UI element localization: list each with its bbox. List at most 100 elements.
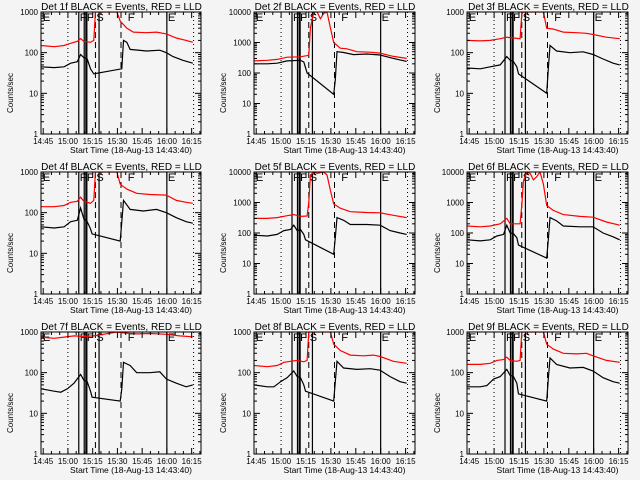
series-group (41, 172, 193, 242)
lld-series-line (467, 172, 620, 228)
marker-label: F (341, 332, 348, 344)
x-tick-label: 15:30 (534, 457, 555, 466)
x-tick-label: 15:15 (296, 457, 317, 466)
x-tick-label: 15:30 (107, 297, 128, 306)
y-tick-label: 10 (29, 89, 38, 98)
x-axis-label: Start Time (18-Aug-13 14:43:40) (497, 305, 619, 315)
lld-series-line (254, 12, 407, 62)
plot-frame (466, 11, 629, 135)
x-tick-label: 16:00 (157, 137, 178, 146)
panel-title: Det 7f BLACK = Events, RED = LLD (41, 322, 202, 333)
marker-label: F (554, 332, 561, 344)
plot-frame (253, 331, 416, 455)
marker-label: E (256, 332, 263, 344)
y-tick-label: 1000 (20, 168, 38, 177)
x-tick-label: 16:15 (182, 457, 203, 466)
x-tick-label: 15:30 (534, 297, 555, 306)
marker-label: E (256, 12, 263, 24)
marker-label: F (554, 172, 561, 184)
x-tick-label: 16:00 (371, 137, 392, 146)
x-tick-label: 15:30 (534, 137, 555, 146)
x-axis-label: Start Time (18-Aug-13 14:43:40) (70, 305, 192, 315)
x-tick-label: 16:15 (182, 137, 203, 146)
y-axis-label: Counts/sec (219, 73, 228, 113)
series-group (467, 12, 620, 95)
marker-label: E (469, 172, 476, 184)
marker-label: F (300, 332, 307, 344)
y-tick-label: 1000 (446, 8, 464, 17)
y-tick-label: 10 (455, 260, 464, 269)
y-axis-label: Counts/sec (219, 393, 228, 433)
x-axis-label: Start Time (18-Aug-13 14:43:40) (497, 145, 619, 155)
y-tick-label: 1 (34, 450, 39, 459)
marker-label: S (310, 172, 317, 184)
panel-title: Det 8f BLACK = Events, RED = LLD (255, 322, 416, 333)
x-tick-label: 15:00 (484, 137, 505, 146)
x-tick-label: 15:45 (132, 297, 153, 306)
panel-title: Det 5f BLACK = Events, RED = LLD (255, 162, 416, 173)
marker-label: E (469, 12, 476, 24)
marker-label: F (341, 172, 348, 184)
marker-label: E (382, 172, 389, 184)
x-tick-label: 15:00 (58, 137, 79, 146)
events-series-line (467, 216, 620, 260)
x-tick-label: 15:15 (83, 457, 104, 466)
series-group (467, 172, 620, 260)
x-tick-label: 15:00 (58, 457, 79, 466)
y-tick-label: 10 (242, 409, 251, 418)
y-axis-label: Counts/sec (6, 233, 15, 273)
x-axis-label: Start Time (18-Aug-13 14:43:40) (497, 465, 619, 475)
x-tick-label: 15:45 (346, 137, 367, 146)
marker-label: F (293, 172, 300, 184)
marker-label: S (523, 12, 530, 24)
y-tick-label: 10 (242, 260, 251, 269)
x-tick-label: 15:30 (321, 457, 342, 466)
x-tick-label: 16:00 (157, 297, 178, 306)
y-axis-label: Counts/sec (433, 393, 442, 433)
plot-frame (466, 331, 629, 455)
marker-label: E (595, 332, 602, 344)
marker-label: F (80, 332, 87, 344)
marker-label: S (523, 332, 530, 344)
marker-label: E (382, 12, 389, 24)
x-tick-label: 15:00 (58, 297, 79, 306)
x-tick-label: 15:45 (132, 457, 153, 466)
marker-label: F (87, 332, 94, 344)
marker-label: F (80, 172, 87, 184)
events-series-line (254, 216, 407, 256)
y-tick-label: 100 (451, 369, 465, 378)
x-tick-label: 15:00 (484, 457, 505, 466)
x-tick-label: 16:00 (157, 457, 178, 466)
marker-label: E (168, 12, 175, 24)
x-tick-label: 14:45 (246, 297, 267, 306)
x-tick-label: 16:15 (396, 137, 417, 146)
marker-label: F (80, 12, 87, 24)
x-axis-label: Start Time (18-Aug-13 14:43:40) (70, 465, 192, 475)
panel-title: Det 3f BLACK = Events, RED = LLD (468, 2, 629, 13)
x-tick-label: 15:15 (509, 297, 530, 306)
y-tick-label: 1 (247, 450, 252, 459)
marker-label: F (513, 12, 520, 24)
y-tick-label: 100 (25, 209, 39, 218)
lld-series-line (41, 172, 193, 208)
marker-label: E (256, 172, 263, 184)
events-series-line (41, 198, 193, 242)
x-tick-label: 15:30 (321, 297, 342, 306)
y-tick-label: 10 (29, 409, 38, 418)
x-tick-label: 14:45 (33, 457, 54, 466)
marker-label: E (595, 172, 602, 184)
plot-frame (40, 171, 202, 295)
x-tick-label: 15:15 (296, 297, 317, 306)
y-tick-label: 10 (455, 409, 464, 418)
x-tick-label: 15:45 (559, 297, 580, 306)
events-series-line (41, 39, 193, 75)
x-tick-label: 15:15 (509, 137, 530, 146)
x-tick-label: 14:45 (459, 297, 480, 306)
marker-label: E (595, 12, 602, 24)
x-tick-label: 14:45 (246, 137, 267, 146)
x-tick-label: 14:45 (459, 137, 480, 146)
marker-label: F (554, 12, 561, 24)
x-tick-label: 15:15 (83, 137, 104, 146)
